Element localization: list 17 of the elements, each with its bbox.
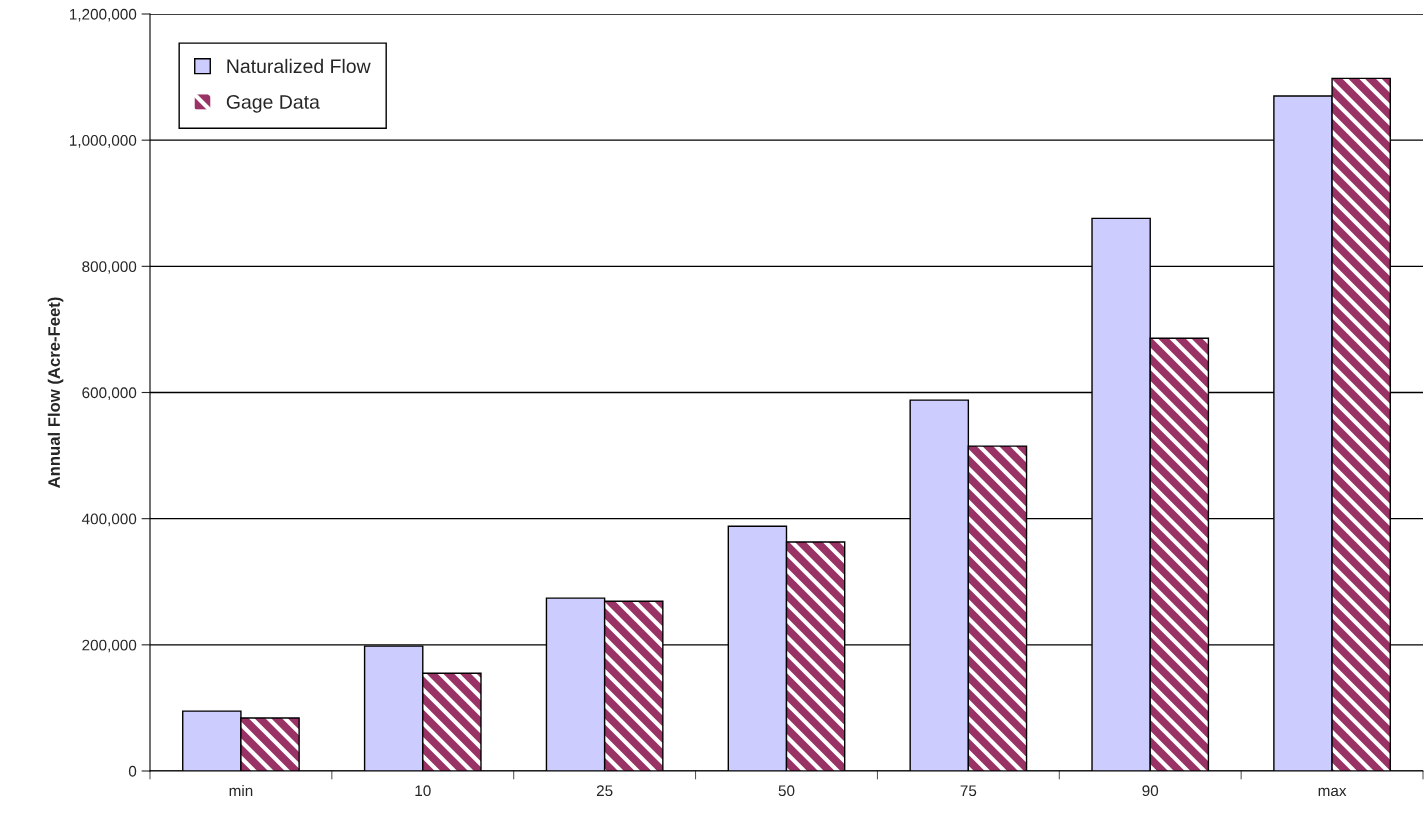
x-tick-label: min — [229, 784, 253, 796]
x-tick-label: 75 — [960, 785, 977, 797]
y-tick-label: 0 — [128, 765, 137, 777]
x-tick-label: 25 — [596, 785, 613, 797]
y-tick-label: 600,000 — [82, 387, 137, 400]
y-tick-label: 1,200,000 — [70, 8, 137, 22]
legend-label: Gage Data — [226, 95, 320, 113]
y-tick-label: 400,000 — [81, 513, 137, 527]
y-tick-label: 800,000 — [82, 261, 137, 274]
y-tick-label: 200,000 — [82, 639, 137, 653]
x-tick-label: max — [1318, 787, 1347, 797]
legend-label: Naturalized Flow — [227, 58, 371, 74]
y-axis-title: Annual Flow (Acre-Feet) — [47, 297, 64, 488]
x-tick-label: 90 — [1142, 785, 1159, 797]
x-tick-label: 50 — [778, 785, 795, 797]
y-tick-label: 1,000,000 — [70, 135, 137, 148]
x-tick-label: 10 — [415, 785, 431, 797]
